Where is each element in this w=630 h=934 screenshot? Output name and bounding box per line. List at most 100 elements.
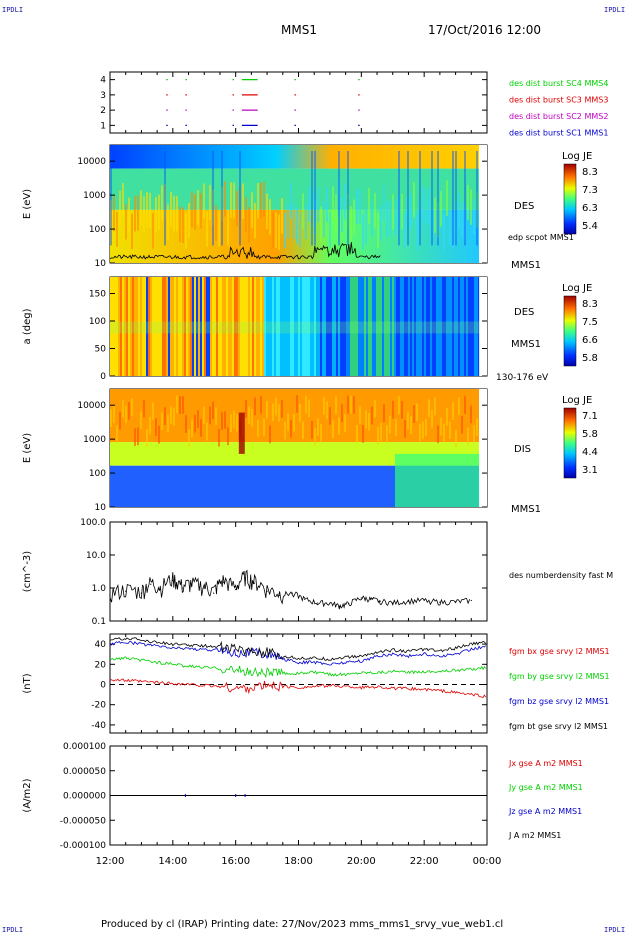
des-energy-column bbox=[251, 192, 253, 228]
des-energy-column bbox=[470, 189, 472, 225]
current-legend-3: J A m2 MMS1 bbox=[508, 831, 561, 840]
des-pitch-column bbox=[186, 277, 188, 376]
des-pitch-dropout bbox=[192, 277, 194, 376]
des-pitch-column bbox=[136, 277, 138, 376]
des-pitch-column bbox=[410, 277, 412, 376]
des-pitch-column bbox=[452, 277, 454, 376]
date-title: 17/Oct/2016 12:00 bbox=[428, 23, 542, 37]
dis-energy-column bbox=[281, 399, 283, 418]
density-point bbox=[253, 582, 256, 584]
des-energy-column bbox=[269, 199, 271, 235]
dis-energy-column bbox=[470, 405, 472, 424]
dis-energy-column bbox=[110, 409, 112, 427]
des-pitch-column bbox=[248, 277, 250, 376]
x-tick-label: 14:00 bbox=[158, 856, 187, 867]
dis-energy-colorbar-label: 4.4 bbox=[582, 447, 598, 458]
dis-mid-energy-band bbox=[110, 442, 480, 466]
dis-energy-column bbox=[131, 398, 133, 416]
des-energy-column bbox=[383, 185, 385, 221]
des-pitch-column bbox=[184, 277, 186, 376]
des-pitch-column bbox=[226, 277, 228, 376]
dis-energy-column bbox=[236, 413, 238, 432]
dis-energy-column bbox=[329, 407, 331, 425]
des-energy-column bbox=[191, 191, 193, 228]
des-pitch-column bbox=[240, 277, 242, 376]
des-energy-dropout bbox=[431, 151, 433, 246]
dis-energy-late bbox=[431, 453, 434, 507]
dis-energy-heatmap bbox=[110, 389, 487, 507]
dis-energy-column bbox=[299, 403, 301, 422]
des-pitch-column bbox=[320, 277, 322, 376]
dis-energy-column bbox=[188, 429, 190, 447]
des-energy-column bbox=[476, 192, 478, 229]
dis-energy-column bbox=[338, 417, 340, 435]
bfield-line-bt bbox=[109, 637, 486, 661]
des-pitch-column bbox=[236, 277, 238, 376]
des-pitch-column bbox=[262, 277, 264, 376]
des-energy-column bbox=[467, 184, 469, 221]
dis-energy-column bbox=[290, 419, 292, 438]
des-energy-column bbox=[308, 186, 310, 222]
des-energy-column bbox=[410, 192, 412, 228]
dis-energy-column bbox=[323, 396, 325, 415]
dis-energy-column bbox=[374, 399, 376, 418]
dis-energy-late bbox=[449, 453, 452, 507]
dis-energy-column bbox=[143, 399, 145, 418]
dis-energy-column bbox=[269, 425, 271, 444]
dis-energy-column bbox=[116, 425, 118, 444]
des-pitch-column bbox=[412, 277, 414, 376]
des-energy-column bbox=[206, 211, 208, 247]
des-pitch-column bbox=[398, 277, 400, 376]
dis-energy-column bbox=[383, 404, 385, 423]
dis-energy-late bbox=[401, 453, 404, 507]
des-energy-column bbox=[434, 197, 436, 234]
des-energy-column bbox=[113, 196, 115, 232]
des-energy-dropout bbox=[212, 151, 214, 246]
des-energy-column bbox=[389, 200, 391, 236]
dis-energy-column bbox=[203, 406, 205, 425]
dis-energy-column bbox=[356, 424, 358, 443]
des-energy-column bbox=[272, 212, 274, 248]
dis-energy-column bbox=[308, 399, 310, 418]
des-energy-dropout bbox=[437, 151, 439, 246]
des-energy-dropout bbox=[464, 151, 466, 246]
density-point bbox=[379, 600, 381, 602]
des-energy-column bbox=[152, 213, 154, 249]
des-energy-column bbox=[455, 202, 457, 238]
des-pitch-perpendicular-band bbox=[110, 321, 480, 334]
dis-energy-column bbox=[191, 419, 193, 438]
des-energy-y-tick-label: 1000 bbox=[83, 191, 106, 201]
des-pitch-column bbox=[466, 277, 468, 376]
dis-energy-column bbox=[284, 421, 286, 440]
des-high-energy-band bbox=[110, 145, 480, 169]
des-pitch-column bbox=[442, 277, 444, 376]
dis-energy-y-tick-label: 100 bbox=[89, 469, 106, 479]
des-pitch-column bbox=[368, 277, 370, 376]
des-pitch-column bbox=[194, 277, 196, 376]
des-energy-column bbox=[236, 190, 238, 227]
des-energy-column bbox=[353, 199, 355, 235]
des-pitch-column bbox=[474, 277, 476, 376]
des-pitch-column bbox=[178, 277, 180, 376]
des-pitch-column bbox=[150, 277, 152, 376]
des-pitch-column bbox=[288, 277, 290, 376]
dis-energy-column bbox=[473, 425, 475, 443]
des-pitch-column bbox=[380, 277, 382, 376]
des-energy-column bbox=[299, 211, 301, 248]
dis-energy-colorbar-label: 3.1 bbox=[582, 465, 598, 476]
burst-legend-sc2: des dist burst SC2 MMS2 bbox=[509, 112, 608, 121]
des-pitch-column bbox=[114, 277, 116, 376]
des-energy-column bbox=[446, 180, 448, 216]
spacecraft-title: MMS1 bbox=[281, 23, 317, 37]
des-pitch-column bbox=[470, 277, 472, 376]
des-energy-dropout bbox=[476, 151, 478, 246]
dis-energy-column bbox=[425, 418, 427, 437]
des-pitch-energy-band: 130-176 eV bbox=[496, 373, 549, 383]
des-energy-column bbox=[248, 207, 250, 243]
dis-energy-column bbox=[206, 422, 208, 441]
des-energy-column bbox=[296, 208, 298, 244]
des-energy-column bbox=[200, 193, 202, 229]
des-pitch-column bbox=[284, 277, 286, 376]
des-energy-column bbox=[158, 194, 160, 231]
des-energy-column bbox=[398, 194, 400, 230]
